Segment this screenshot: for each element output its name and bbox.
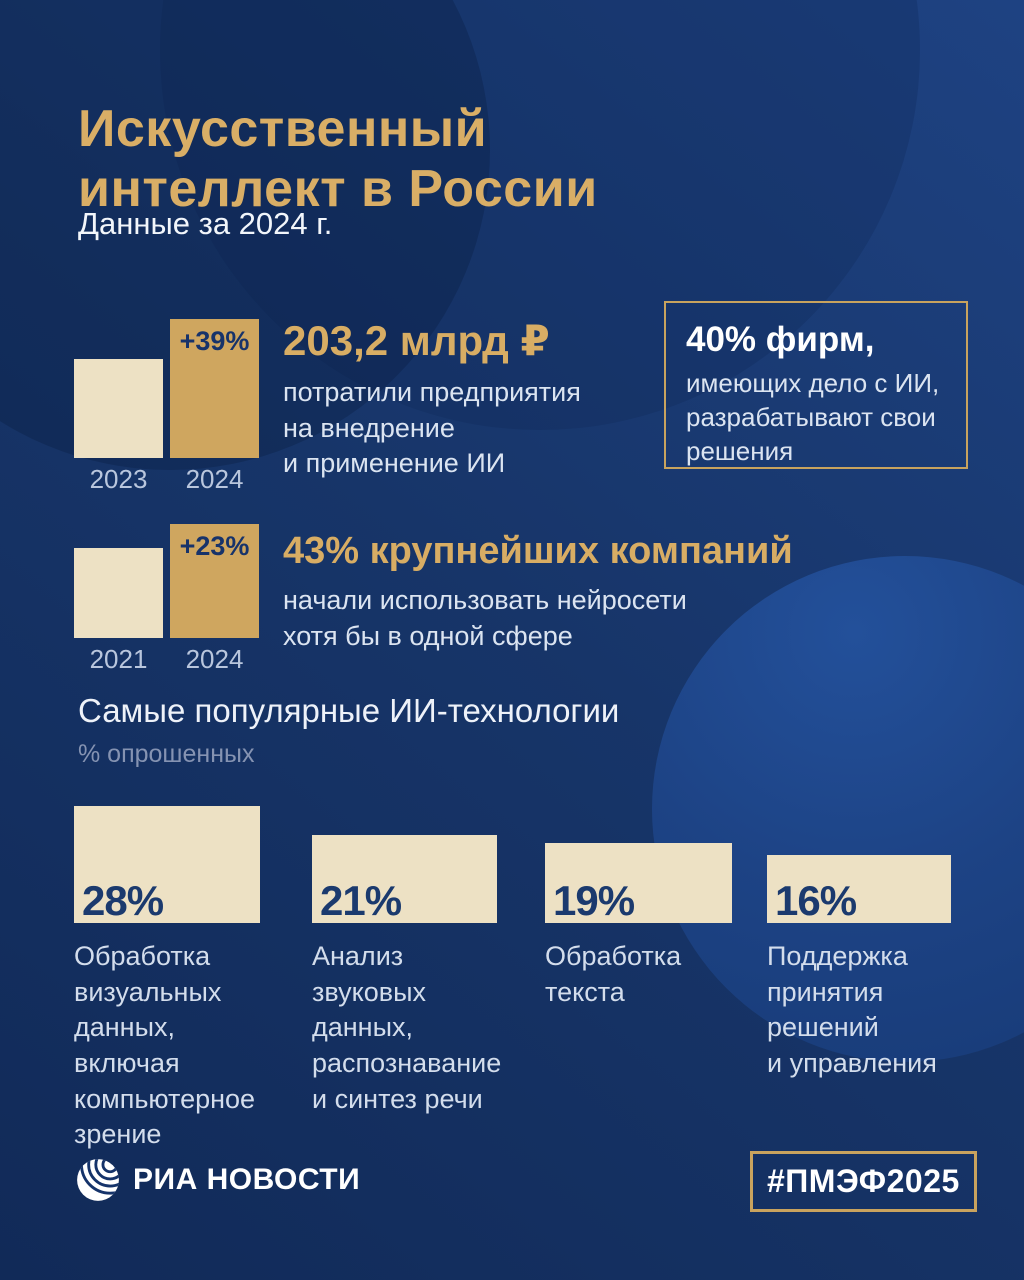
page-title: Искусственный интеллект в России bbox=[78, 99, 598, 219]
stat1-bar-chart: +39% 2023 2024 bbox=[74, 319, 259, 495]
stat1-bars: +39% bbox=[74, 319, 259, 458]
tech-bar-label: Обработка текста bbox=[545, 941, 682, 1007]
stat2-year-right: 2024 bbox=[185, 644, 244, 674]
hashtag-badge: #ПМЭФ2025 bbox=[750, 1151, 977, 1212]
fact-box-headline: 40% фирм, bbox=[686, 320, 875, 359]
tech-bar-column: 19% bbox=[545, 843, 732, 923]
stat1-delta-label: +39% bbox=[179, 326, 250, 356]
tech-bar-decision-support: 16% bbox=[767, 855, 951, 923]
tech-bar-label: Анализ звуковых данных, распознавание и … bbox=[312, 941, 502, 1114]
tech-bar-value: 28% bbox=[82, 877, 164, 924]
tech-bar-text-processing: 19% bbox=[545, 843, 732, 923]
tech-bar-column: 21% bbox=[312, 835, 497, 923]
tech-bar-label: Поддержка принятия решений и управления bbox=[767, 941, 937, 1078]
stat2-bar-2024: +23% bbox=[170, 524, 259, 638]
stat2-bar-chart: +23% 2021 2024 bbox=[74, 524, 259, 675]
stat1-body: потратили предприятия на внедрение и при… bbox=[283, 377, 581, 479]
stat1-year-right: 2024 bbox=[185, 464, 244, 494]
tech-bar-audio-data: 21% bbox=[312, 835, 497, 923]
stat1-year-left: 2023 bbox=[89, 464, 148, 494]
stat1-bar-2024: +39% bbox=[170, 319, 259, 458]
stat2-bar-2021 bbox=[74, 548, 163, 638]
fact-box-body: имеющих дело с ИИ, разрабатывают свои ре… bbox=[686, 368, 940, 466]
tech-bar-visual-data: 28% bbox=[74, 806, 260, 923]
stat2-body: начали использовать нейросети хотя бы в … bbox=[283, 585, 687, 651]
stat2-year-left: 2021 bbox=[89, 644, 148, 674]
tech-bar-column: 28% bbox=[74, 806, 260, 923]
stat2-delta-label: +23% bbox=[179, 531, 250, 561]
stat1-year-labels: 2023 2024 bbox=[74, 464, 259, 495]
tech-unit-label: % опрошенных bbox=[78, 740, 255, 768]
brand-wordmark: РИА НОВОСТИ bbox=[133, 1163, 361, 1196]
stat2-bars: +23% bbox=[74, 524, 259, 638]
tech-bar-value: 16% bbox=[775, 877, 857, 924]
tech-bar-value: 21% bbox=[320, 877, 402, 924]
stat2-headline: 43% крупнейших компаний bbox=[283, 530, 793, 572]
tech-bar-column: 16% bbox=[767, 855, 951, 923]
ria-novosti-logo: РИА НОВОСТИ bbox=[76, 1158, 360, 1202]
tech-section-title: Самые популярные ИИ-технологии bbox=[78, 692, 620, 729]
stat1-text-block: 203,2 млрд ₽ потратили предприятия на вн… bbox=[283, 316, 581, 482]
stat1-headline: 203,2 млрд ₽ bbox=[283, 317, 550, 364]
globe-icon bbox=[76, 1158, 120, 1202]
stat2-text-block: 43% крупнейших компаний начали использов… bbox=[283, 530, 793, 654]
tech-bar-value: 19% bbox=[553, 877, 635, 924]
stat2-year-labels: 2021 2024 bbox=[74, 644, 259, 675]
fact-box: 40% фирм, имеющих дело с ИИ, разрабатыва… bbox=[664, 301, 968, 469]
stat1-bar-2023 bbox=[74, 359, 163, 458]
page-subtitle: Данные за 2024 г. bbox=[78, 206, 333, 241]
tech-bar-label: Обработка визуальных данных, включая ком… bbox=[74, 941, 256, 1150]
